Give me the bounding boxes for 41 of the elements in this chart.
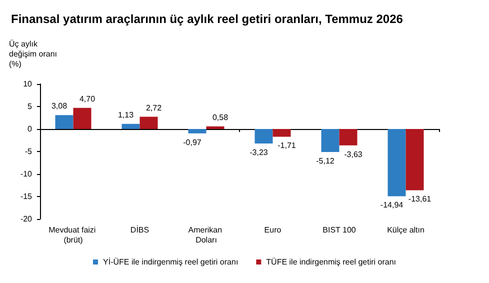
data-label: 2,72 xyxy=(146,103,162,112)
y-tick-label: -15 xyxy=(20,192,33,201)
y-tick-label: -20 xyxy=(20,214,33,224)
y-tick-label: 10 xyxy=(23,80,33,88)
x-tick-label: Amerikan Doları xyxy=(188,226,224,244)
x-tick-label: Mevduat faizi (brüt) xyxy=(48,226,98,244)
legend-label: Yİ-ÜFE ile indirgenmiş reel getiri oranı xyxy=(103,258,238,266)
y-tick-label: 5 xyxy=(28,102,33,111)
data-label: -3,23 xyxy=(250,148,268,158)
data-label: 1,13 xyxy=(118,110,134,120)
bar xyxy=(388,129,406,196)
data-label: 4,70 xyxy=(79,94,96,104)
y-tick-label: -5 xyxy=(24,147,33,156)
data-label: 3,08 xyxy=(51,102,68,111)
bar xyxy=(55,115,74,129)
data-label: -5,12 xyxy=(316,156,335,166)
data-label: 0,58 xyxy=(212,112,229,122)
data-label: -3,63 xyxy=(344,150,363,159)
y-tick-label: 0 xyxy=(28,124,33,134)
bar xyxy=(188,129,206,134)
x-tick-label: DİBS xyxy=(130,226,150,234)
bar xyxy=(272,129,291,137)
bar xyxy=(122,124,140,129)
bar xyxy=(140,116,158,129)
y-axis-title: Üç aylık değişim oranı (%) xyxy=(9,40,60,68)
x-tick-label: Euro xyxy=(264,226,282,234)
data-label: -0,97 xyxy=(183,138,202,147)
chart-title: Finansal yatırım araçlarının üç aylık reel getiri oranları, Temmuz 2026 xyxy=(11,12,404,26)
bar xyxy=(254,129,273,144)
bar xyxy=(73,108,92,129)
x-tick-label: BIST 100 xyxy=(322,226,356,234)
y-tick-label: -10 xyxy=(20,170,33,178)
bar xyxy=(206,126,224,129)
data-label: -1,71 xyxy=(278,141,296,150)
legend-label: TÜFE ile indirgenmiş reel getiri oranı xyxy=(266,258,396,266)
x-tick-label: Külçe altın xyxy=(387,226,424,234)
data-label: -13,61 xyxy=(408,194,432,204)
bar xyxy=(321,129,340,152)
data-label: -14,94 xyxy=(380,200,404,210)
bar xyxy=(406,129,424,190)
bar xyxy=(339,129,358,146)
